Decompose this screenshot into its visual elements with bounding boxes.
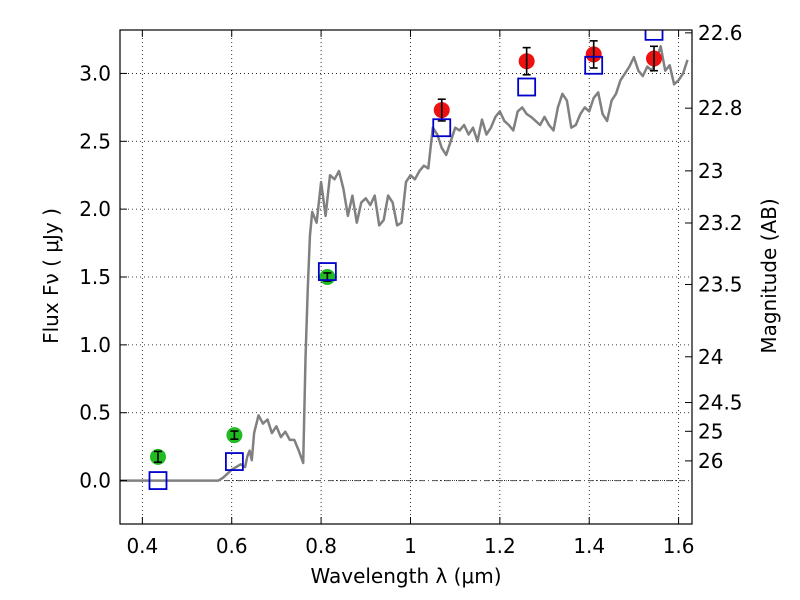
y2-tick-label: 24: [698, 345, 723, 369]
y-tick-label: 0.0: [79, 469, 111, 493]
model-photometry-square: [317, 262, 337, 281]
y-tick-label: 3.0: [79, 61, 111, 85]
model-spectrum-line: [120, 45, 689, 482]
model-photometry-square: [644, 30, 664, 41]
y2-tick-label: 25: [698, 419, 723, 443]
axes-layer: 0.4 0.6 0.8 1 1.2 1.4 1.6 0.0 0.5 1.0 1.5 2.0 2.5 3.0…: [79, 21, 742, 558]
y2-tick-label: 23: [698, 159, 723, 183]
x-tick-label: 0.8: [305, 534, 337, 558]
x-tick-label: 0.4: [126, 534, 158, 558]
model-photometry-square: [517, 77, 537, 97]
y2-tick-label: 23.5: [698, 272, 743, 296]
y-tick-label: 1.5: [79, 265, 111, 289]
x-tick-label: 1.6: [663, 534, 695, 558]
y2-tick-label: 22.8: [698, 96, 743, 120]
model-photometry-square: [224, 452, 244, 471]
y2-tick-label: 26: [698, 449, 723, 473]
model-photometry-square: [432, 118, 452, 138]
x-axis-label: Wavelength λ (μm): [310, 564, 501, 588]
model-photometry-square: [148, 471, 168, 490]
x-tick-label: 1: [404, 534, 417, 558]
x-tick-label: 1.4: [573, 534, 605, 558]
y-axis-label: Flux Fν ( μJy ): [39, 208, 63, 344]
y-tick-label: 0.5: [79, 401, 111, 425]
y2-tick-label: 22.6: [698, 21, 743, 45]
y-tick-label: 2.0: [79, 197, 111, 221]
y2-tick-label: 23.2: [698, 211, 743, 235]
y-tick-label: 1.0: [79, 333, 111, 357]
y-tick-label: 2.5: [79, 129, 111, 153]
x-tick-label: 0.6: [216, 534, 248, 558]
x-tick-label: 1.2: [484, 534, 516, 558]
y2-tick-label: 24.5: [698, 391, 743, 415]
plot-area: [120, 30, 692, 490]
y2-axis-label: Magnitude (AB): [757, 198, 781, 353]
model-photometry-square: [584, 55, 604, 75]
